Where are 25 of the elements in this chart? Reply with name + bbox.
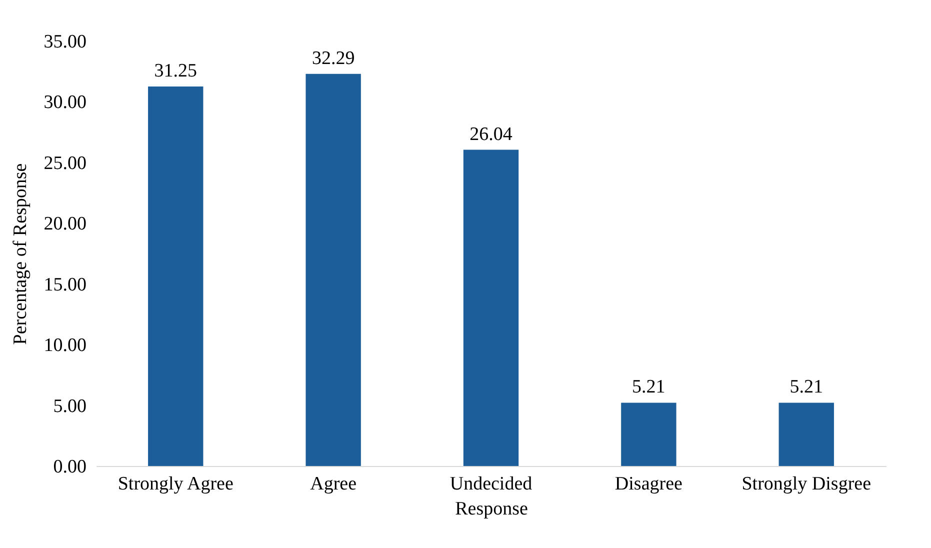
y-tick-label: 35.00 <box>44 32 86 52</box>
data-label: 26.04 <box>470 124 513 145</box>
data-label: 32.29 <box>312 48 355 69</box>
y-tick-label: 30.00 <box>44 92 86 114</box>
y-tick-label: 20.00 <box>44 214 86 235</box>
x-tick-label: Agree <box>310 474 357 494</box>
x-tick-label: Undecided <box>450 474 533 494</box>
bar <box>463 150 519 466</box>
bar <box>621 402 676 466</box>
data-label: 31.25 <box>154 60 198 82</box>
y-tick-label: 10.00 <box>44 335 86 356</box>
bar <box>148 86 204 466</box>
bar <box>778 402 834 466</box>
data-label: 5.21 <box>632 376 666 398</box>
data-label: 5.21 <box>790 376 823 398</box>
bar <box>306 74 361 466</box>
x-tick-label: Strongly Disgree <box>742 474 872 494</box>
y-tick-label: 5.00 <box>53 396 86 417</box>
x-axis-title: Response <box>455 498 528 520</box>
y-tick-label: 25.00 <box>44 152 86 174</box>
y-tick-label: 15.00 <box>44 274 86 296</box>
x-tick-label: Strongly Agree <box>118 474 234 494</box>
x-tick-label: Disagree <box>614 474 682 494</box>
y-tick-label: 0.00 <box>53 456 86 478</box>
y-axis-title: Percentage of Response <box>10 163 31 345</box>
